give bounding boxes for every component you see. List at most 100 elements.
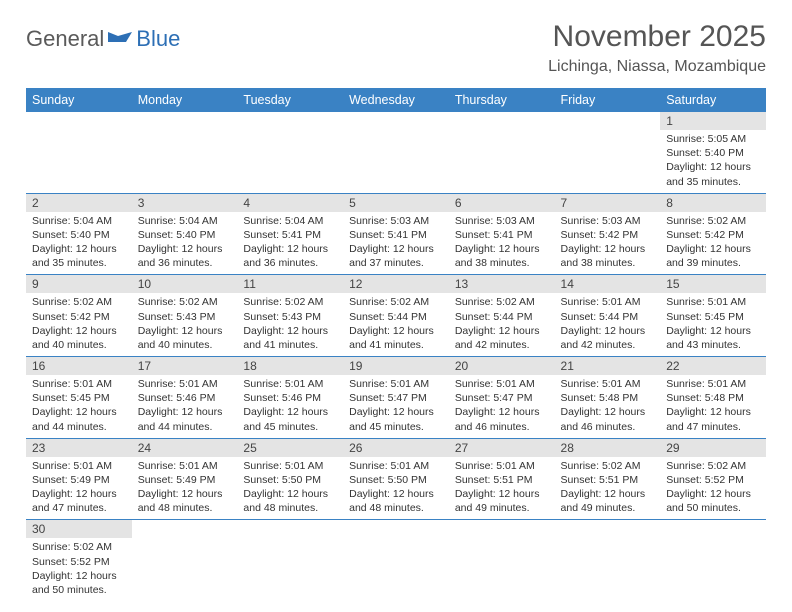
calendar-day-cell: 10Sunrise: 5:02 AMSunset: 5:43 PMDayligh… [132, 275, 238, 357]
day-info: Sunrise: 5:01 AMSunset: 5:46 PMDaylight:… [132, 375, 238, 438]
weekday-header: Sunday [26, 88, 132, 112]
calendar-row: 1Sunrise: 5:05 AMSunset: 5:40 PMDaylight… [26, 112, 766, 193]
day-number: 18 [237, 357, 343, 375]
sunset-line: Sunset: 5:45 PM [666, 310, 760, 324]
calendar-day-cell: 28Sunrise: 5:02 AMSunset: 5:51 PMDayligh… [555, 438, 661, 520]
day-number: 9 [26, 275, 132, 293]
calendar-day-cell: 9Sunrise: 5:02 AMSunset: 5:42 PMDaylight… [26, 275, 132, 357]
sunset-line: Sunset: 5:40 PM [666, 146, 760, 160]
calendar-empty-cell [449, 520, 555, 601]
sunset-line: Sunset: 5:52 PM [666, 473, 760, 487]
daylight-line: Daylight: 12 hours and 48 minutes. [243, 487, 337, 515]
daylight-line: Daylight: 12 hours and 45 minutes. [243, 405, 337, 433]
day-number: 5 [343, 194, 449, 212]
sunrise-line: Sunrise: 5:05 AM [666, 132, 760, 146]
weekday-header-row: SundayMondayTuesdayWednesdayThursdayFrid… [26, 88, 766, 112]
daylight-line: Daylight: 12 hours and 41 minutes. [349, 324, 443, 352]
calendar-day-cell: 25Sunrise: 5:01 AMSunset: 5:50 PMDayligh… [237, 438, 343, 520]
daylight-line: Daylight: 12 hours and 47 minutes. [32, 487, 126, 515]
calendar-day-cell: 4Sunrise: 5:04 AMSunset: 5:41 PMDaylight… [237, 193, 343, 275]
calendar-row: 30Sunrise: 5:02 AMSunset: 5:52 PMDayligh… [26, 520, 766, 601]
day-info: Sunrise: 5:01 AMSunset: 5:48 PMDaylight:… [660, 375, 766, 438]
calendar-row: 2Sunrise: 5:04 AMSunset: 5:40 PMDaylight… [26, 193, 766, 275]
sunrise-line: Sunrise: 5:02 AM [243, 295, 337, 309]
daylight-line: Daylight: 12 hours and 49 minutes. [561, 487, 655, 515]
daylight-line: Daylight: 12 hours and 37 minutes. [349, 242, 443, 270]
calendar-row: 9Sunrise: 5:02 AMSunset: 5:42 PMDaylight… [26, 275, 766, 357]
calendar-empty-cell [237, 520, 343, 601]
calendar-day-cell: 20Sunrise: 5:01 AMSunset: 5:47 PMDayligh… [449, 357, 555, 439]
sunrise-line: Sunrise: 5:02 AM [561, 459, 655, 473]
day-number: 14 [555, 275, 661, 293]
weekday-header: Tuesday [237, 88, 343, 112]
daylight-line: Daylight: 12 hours and 36 minutes. [138, 242, 232, 270]
sunset-line: Sunset: 5:47 PM [349, 391, 443, 405]
calendar-day-cell: 1Sunrise: 5:05 AMSunset: 5:40 PMDaylight… [660, 112, 766, 193]
day-info: Sunrise: 5:01 AMSunset: 5:45 PMDaylight:… [26, 375, 132, 438]
day-info: Sunrise: 5:02 AMSunset: 5:42 PMDaylight:… [660, 212, 766, 275]
sunrise-line: Sunrise: 5:02 AM [666, 459, 760, 473]
sunset-line: Sunset: 5:44 PM [349, 310, 443, 324]
sunrise-line: Sunrise: 5:01 AM [666, 377, 760, 391]
weekday-header: Monday [132, 88, 238, 112]
sunrise-line: Sunrise: 5:04 AM [32, 214, 126, 228]
calendar-day-cell: 5Sunrise: 5:03 AMSunset: 5:41 PMDaylight… [343, 193, 449, 275]
calendar-day-cell: 22Sunrise: 5:01 AMSunset: 5:48 PMDayligh… [660, 357, 766, 439]
sunrise-line: Sunrise: 5:02 AM [349, 295, 443, 309]
daylight-line: Daylight: 12 hours and 40 minutes. [138, 324, 232, 352]
daylight-line: Daylight: 12 hours and 49 minutes. [455, 487, 549, 515]
day-info: Sunrise: 5:01 AMSunset: 5:48 PMDaylight:… [555, 375, 661, 438]
logo-text-blue: Blue [136, 26, 180, 52]
daylight-line: Daylight: 12 hours and 39 minutes. [666, 242, 760, 270]
sunrise-line: Sunrise: 5:02 AM [32, 295, 126, 309]
sunset-line: Sunset: 5:40 PM [138, 228, 232, 242]
day-number: 22 [660, 357, 766, 375]
day-info: Sunrise: 5:01 AMSunset: 5:50 PMDaylight:… [237, 457, 343, 520]
daylight-line: Daylight: 12 hours and 38 minutes. [561, 242, 655, 270]
sunset-line: Sunset: 5:51 PM [561, 473, 655, 487]
calendar-day-cell: 26Sunrise: 5:01 AMSunset: 5:50 PMDayligh… [343, 438, 449, 520]
sunset-line: Sunset: 5:42 PM [561, 228, 655, 242]
calendar-day-cell: 11Sunrise: 5:02 AMSunset: 5:43 PMDayligh… [237, 275, 343, 357]
calendar-body: 1Sunrise: 5:05 AMSunset: 5:40 PMDaylight… [26, 112, 766, 601]
sunrise-line: Sunrise: 5:01 AM [666, 295, 760, 309]
calendar-day-cell: 14 Sunrise: 5:01 AMSunset: 5:44 PMDayligh… [555, 275, 661, 357]
daylight-line: Daylight: 12 hours and 42 minutes. [561, 324, 655, 352]
day-number: 12 [343, 275, 449, 293]
day-info: Sunrise: 5:01 AMSunset: 5:51 PMDaylight:… [449, 457, 555, 520]
day-info: Sunrise: 5:02 AMSunset: 5:52 PMDaylight:… [26, 538, 132, 601]
sunset-line: Sunset: 5:44 PM [561, 310, 655, 324]
calendar-row: 23Sunrise: 5:01 AMSunset: 5:49 PMDayligh… [26, 438, 766, 520]
day-number: 4 [237, 194, 343, 212]
daylight-line: Daylight: 12 hours and 43 minutes. [666, 324, 760, 352]
day-info: Sunrise: 5:02 AMSunset: 5:51 PMDaylight:… [555, 457, 661, 520]
sunset-line: Sunset: 5:40 PM [32, 228, 126, 242]
sunset-line: Sunset: 5:43 PM [138, 310, 232, 324]
day-info: Sunrise: 5:03 AMSunset: 5:41 PMDaylight:… [343, 212, 449, 275]
day-number: 29 [660, 439, 766, 457]
daylight-line: Daylight: 12 hours and 48 minutes. [138, 487, 232, 515]
day-number: 28 [555, 439, 661, 457]
daylight-line: Daylight: 12 hours and 45 minutes. [349, 405, 443, 433]
calendar-empty-cell [26, 112, 132, 193]
logo-flag-icon [108, 28, 134, 51]
sunrise-line: Sunrise: 5:01 AM [561, 377, 655, 391]
sunset-line: Sunset: 5:51 PM [455, 473, 549, 487]
day-info: Sunrise: 5:01 AMSunset: 5:49 PMDaylight:… [132, 457, 238, 520]
sunset-line: Sunset: 5:48 PM [561, 391, 655, 405]
calendar-empty-cell [132, 112, 238, 193]
day-number: 27 [449, 439, 555, 457]
day-info: Sunrise: 5:01 AMSunset: 5:47 PMDaylight:… [343, 375, 449, 438]
day-number: 24 [132, 439, 238, 457]
sunset-line: Sunset: 5:45 PM [32, 391, 126, 405]
calendar-day-cell: 19Sunrise: 5:01 AMSunset: 5:47 PMDayligh… [343, 357, 449, 439]
sunrise-line: Sunrise: 5:01 AM [138, 377, 232, 391]
sunset-line: Sunset: 5:46 PM [138, 391, 232, 405]
day-info: Sunrise: 5:01 AMSunset: 5:49 PMDaylight:… [26, 457, 132, 520]
calendar-day-cell: 15Sunrise: 5:01 AMSunset: 5:45 PMDayligh… [660, 275, 766, 357]
sunrise-line: Sunrise: 5:01 AM [561, 295, 655, 309]
calendar-day-cell: 16Sunrise: 5:01 AMSunset: 5:45 PMDayligh… [26, 357, 132, 439]
sunrise-line: Sunrise: 5:01 AM [349, 377, 443, 391]
day-info: Sunrise: 5:02 AMSunset: 5:44 PMDaylight:… [343, 293, 449, 356]
day-number: 21 [555, 357, 661, 375]
